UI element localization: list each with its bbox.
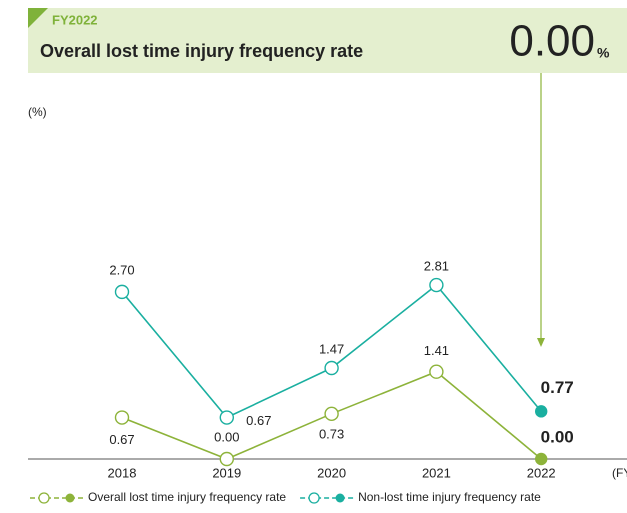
header-title: Overall lost time injury frequency rate <box>40 41 363 61</box>
value-label: 2.81 <box>424 258 449 273</box>
legend-label: Overall lost time injury frequency rate <box>88 490 286 504</box>
pointer-arrow <box>537 338 545 347</box>
value-label: 0.73 <box>319 426 344 441</box>
legend-label: Non-lost time injury frequency rate <box>358 490 541 504</box>
header-value: 0.00 <box>509 17 595 66</box>
value-label: 0.67 <box>246 413 271 428</box>
point <box>535 452 548 466</box>
point <box>114 410 130 425</box>
legend-filled <box>335 493 345 503</box>
point <box>324 360 339 376</box>
x-tick-label: 2022 <box>527 465 556 480</box>
value-label: 0.67 <box>109 432 134 447</box>
x-unit: (FY) <box>612 466 627 480</box>
header-period: FY2022 <box>52 12 98 27</box>
legend-open <box>38 492 50 504</box>
point <box>429 364 444 379</box>
header-corner <box>28 8 48 28</box>
value-label: 0.77 <box>541 378 574 397</box>
legend-filled <box>65 493 75 503</box>
point <box>324 406 339 422</box>
header-box <box>28 8 627 73</box>
value-label: 2.70 <box>109 262 134 277</box>
point <box>219 451 235 467</box>
value-label: 0.00 <box>541 427 574 446</box>
value-label: 1.41 <box>424 343 449 358</box>
header-unit: % <box>597 45 610 61</box>
x-tick-label: 2021 <box>422 465 451 480</box>
y-unit: (%) <box>28 105 47 119</box>
x-tick-label: 2019 <box>212 465 241 480</box>
value-label: 1.47 <box>319 341 344 356</box>
x-tick-label: 2020 <box>317 465 346 480</box>
point <box>114 284 130 300</box>
point <box>219 410 235 425</box>
value-label: 0.00 <box>214 429 239 444</box>
x-tick-label: 2018 <box>108 465 137 480</box>
point <box>429 277 444 293</box>
legend-open <box>308 492 320 504</box>
point <box>535 405 548 418</box>
